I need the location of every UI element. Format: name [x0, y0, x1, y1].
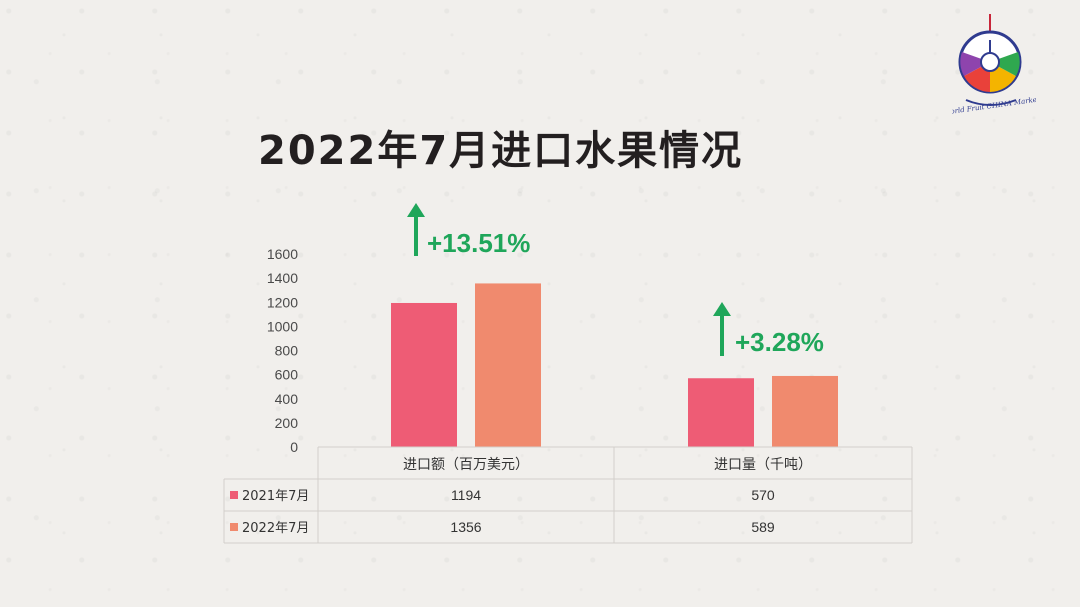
legend-swatch-2022	[230, 523, 238, 531]
logo-text: World Fruit CHINA Market	[952, 95, 1036, 114]
data-label: 1194	[451, 487, 481, 503]
y-tick-label: 1000	[267, 318, 298, 334]
page-title: 2022年7月进口水果情况	[258, 128, 744, 174]
legend-swatch-2021	[230, 491, 238, 499]
y-tick-label: 800	[275, 343, 299, 359]
category-label: 进口额（百万美元）	[403, 457, 529, 473]
y-tick-label: 1200	[267, 294, 298, 310]
bar-2022-import-volume	[772, 375, 838, 447]
growth-arrow-import-volume-icon-head	[713, 302, 731, 316]
y-tick-label: 1400	[267, 270, 298, 286]
data-label: 589	[751, 519, 775, 535]
legend-label: 2022年7月	[242, 521, 309, 536]
bar-2021-import-volume	[688, 378, 754, 447]
bar-2021-import-value	[391, 302, 457, 447]
growth-arrow-import-value-icon-head	[407, 203, 425, 217]
y-tick-label: 1600	[267, 246, 298, 262]
bar-2022-import-value	[475, 283, 541, 447]
data-label: 570	[751, 487, 775, 503]
world-fruit-china-market-logo: World Fruit CHINA Market	[952, 14, 1036, 114]
y-tick-label: 600	[275, 367, 299, 383]
y-tick-label: 0	[290, 439, 298, 455]
category-label: 进口量（千吨）	[714, 457, 812, 473]
y-tick-label: 200	[275, 415, 299, 431]
data-label: 1356	[450, 519, 481, 535]
growth-label-import-volume: +3.28%	[735, 327, 824, 357]
growth-label-import-value: +13.51%	[427, 228, 530, 258]
y-tick-label: 400	[275, 391, 299, 407]
legend-label: 2021年7月	[242, 489, 309, 504]
